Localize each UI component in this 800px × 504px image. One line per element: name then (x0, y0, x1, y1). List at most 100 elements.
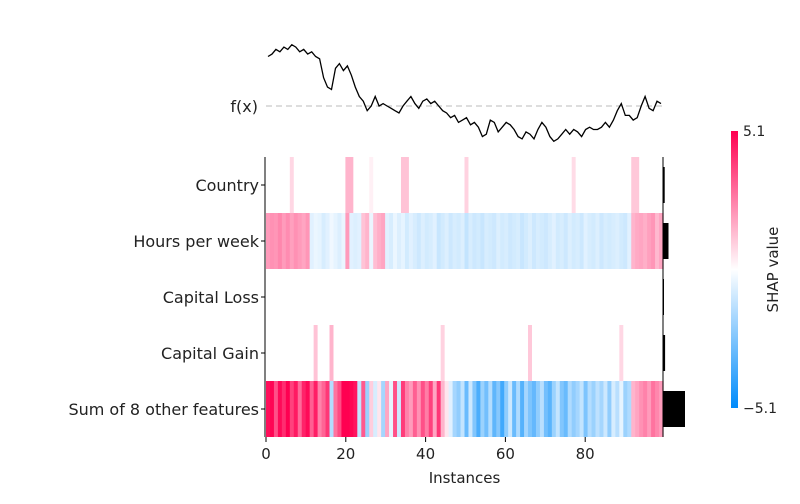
heatmap-cell (611, 213, 616, 269)
heatmap-cell (595, 325, 601, 381)
heatmap-cell (595, 269, 601, 325)
heatmap-cell (393, 157, 398, 213)
heatmap-cell (476, 269, 481, 325)
heatmap-cell (456, 381, 462, 437)
heatmap-cell (321, 269, 327, 325)
heatmap-cell (436, 381, 442, 437)
heatmap-cell (377, 325, 382, 381)
heatmap-cell (369, 157, 374, 213)
heatmap-cell (619, 213, 624, 269)
heatmap-cell (456, 269, 462, 325)
heatmap-cell (397, 381, 402, 437)
heatmap-cell (389, 157, 394, 213)
heatmap-cell (444, 213, 450, 269)
heatmap-cell (643, 269, 648, 325)
heatmap-cell (476, 213, 481, 269)
heatmap-cell (412, 213, 418, 269)
heatmap-cell (349, 269, 354, 325)
heatmap-cell (420, 381, 426, 437)
heatmap-cell (444, 269, 450, 325)
heatmap-cell (639, 325, 644, 381)
importance-bars (663, 167, 685, 427)
heatmap-cell (619, 381, 624, 437)
heatmap-cell (579, 325, 585, 381)
heatmap-cell (273, 381, 279, 437)
heatmap-cell (559, 157, 565, 213)
heatmap-cell (655, 213, 660, 269)
heatmap-cell (266, 269, 271, 325)
heatmap-cell (325, 213, 331, 269)
heatmap-cell (619, 325, 624, 381)
heatmap-cell (420, 213, 426, 269)
x-tick-label: 20 (336, 445, 355, 463)
heatmap-cell (385, 325, 390, 381)
heatmap-cell (333, 269, 339, 325)
heatmap-cell (623, 157, 628, 213)
heatmap-cell (325, 325, 331, 381)
heatmap-cell (440, 381, 446, 437)
heatmap-cell (575, 381, 581, 437)
heatmap-cell (559, 325, 565, 381)
heatmap-cell (400, 381, 406, 437)
heatmap-cell (611, 157, 616, 213)
heatmap-cell (329, 269, 335, 325)
heatmap-cell (285, 213, 291, 269)
feature-label: Capital Gain (161, 344, 259, 363)
heatmap-cell (424, 157, 430, 213)
heatmap-cell (397, 325, 402, 381)
heatmap-cell (468, 157, 474, 213)
heatmap-cell (432, 325, 438, 381)
heatmap-cell (504, 381, 509, 437)
heatmap-cell (500, 157, 505, 213)
heatmap-cell (619, 269, 624, 325)
heatmap-cell (587, 325, 593, 381)
heatmap-cell (531, 269, 537, 325)
heatmap-cell (488, 325, 493, 381)
heatmap-cell (373, 213, 378, 269)
heatmap-cell (452, 325, 458, 381)
heatmap-cell (456, 213, 462, 269)
feature-label: Country (195, 176, 259, 195)
heatmap-cell (539, 381, 545, 437)
colorbar-title: SHAP value (764, 227, 782, 313)
heatmap-cell (301, 269, 307, 325)
heatmap-cell (444, 325, 450, 381)
heatmap-cell (393, 325, 398, 381)
heatmap-cell (504, 213, 509, 269)
heatmap-cell (484, 325, 489, 381)
heatmap-cell (456, 157, 462, 213)
heatmap-cell (484, 269, 489, 325)
heatmap-cell (551, 269, 557, 325)
heatmap-cell (377, 269, 382, 325)
heatmap-cell (539, 157, 545, 213)
heatmap-cell (607, 213, 612, 269)
heatmap-cell (440, 269, 446, 325)
heatmap-cell (464, 325, 470, 381)
heatmap-cell (321, 157, 327, 213)
heatmap-cell (555, 269, 561, 325)
heatmap-cell (436, 157, 442, 213)
heatmap-cell (543, 269, 549, 325)
heatmap-cell (651, 157, 656, 213)
heatmap-cell (595, 381, 601, 437)
heatmap-cell (492, 325, 497, 381)
heatmap-cell (309, 325, 315, 381)
heatmap-cell (389, 213, 394, 269)
heatmap-cell (587, 269, 593, 325)
heatmap-cell (353, 269, 358, 325)
heatmap-cell (361, 269, 366, 325)
heatmap-cell (309, 381, 315, 437)
heatmap-cell (448, 157, 454, 213)
heatmap-cell (416, 381, 422, 437)
heatmap-cell (329, 325, 335, 381)
heatmap-cell (349, 157, 354, 213)
heatmap-cell (305, 157, 311, 213)
fx-line (267, 43, 662, 143)
heatmap-cell (365, 381, 370, 437)
heatmap-cell (452, 269, 458, 325)
heatmap-cell (520, 269, 525, 325)
heatmap-cell (317, 157, 323, 213)
heatmap-cell (504, 325, 509, 381)
heatmap-cell (460, 269, 466, 325)
heatmap-cell (301, 381, 307, 437)
